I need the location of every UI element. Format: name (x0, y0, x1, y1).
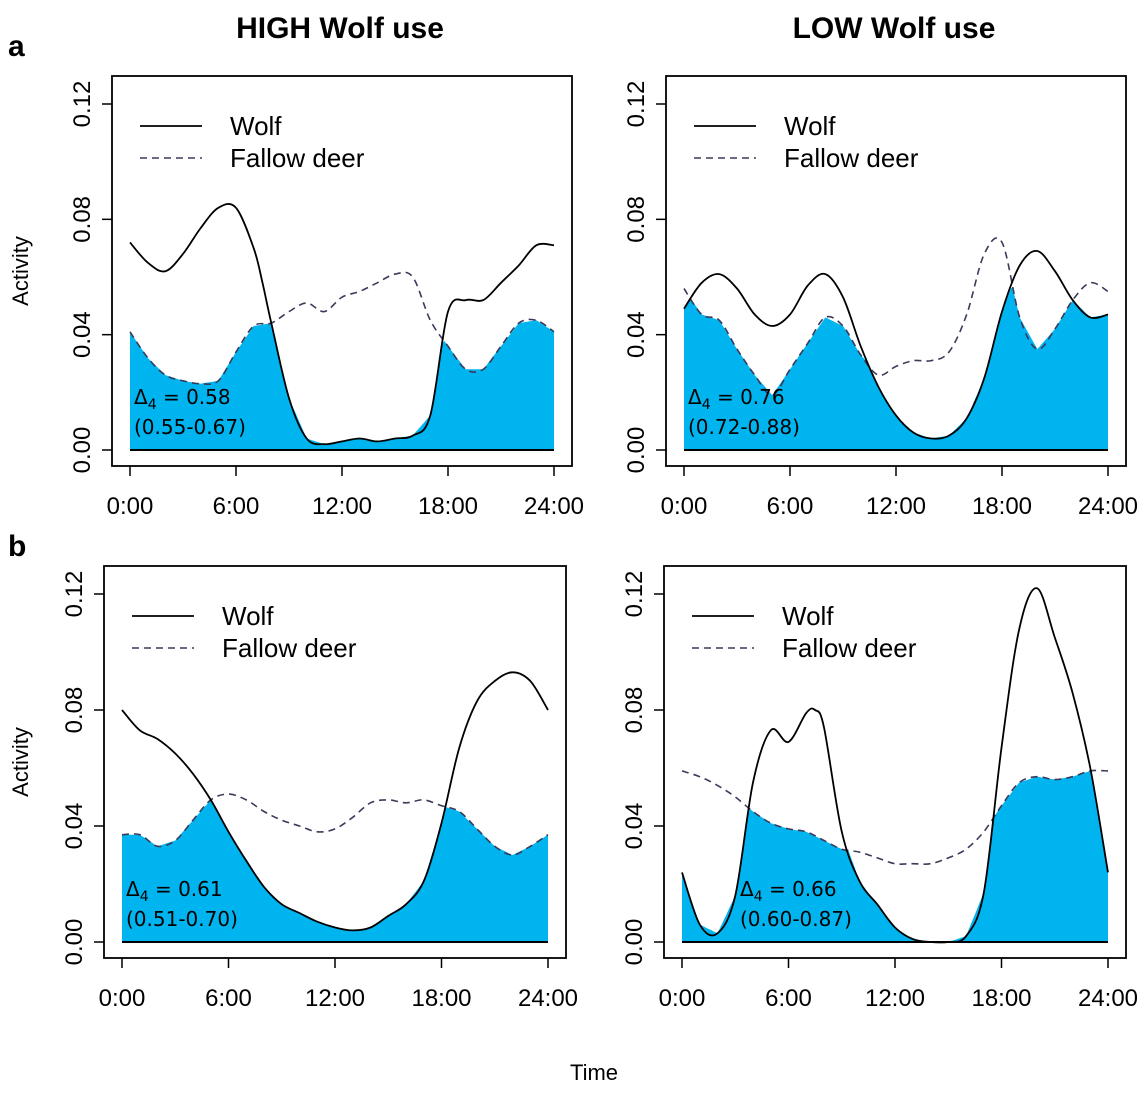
y-tick-label: 0.04 (69, 311, 96, 358)
overlap-confidence-interval: (0.55-0.67) (134, 415, 246, 439)
x-tick-label: 24:00 (524, 493, 584, 520)
overlap-area (684, 287, 1108, 450)
overlap-confidence-interval: (0.51-0.70) (126, 907, 238, 931)
x-tick-label: 12:00 (305, 985, 365, 1012)
legend-label-fallow-deer: Fallow deer (230, 143, 365, 173)
legend-label-fallow-deer: Fallow deer (782, 633, 917, 663)
y-tick-label: 0.00 (623, 427, 650, 474)
y-tick-label: 0.08 (69, 196, 96, 243)
overlap-area (682, 770, 1108, 942)
series-line-wolf (681, 587, 1109, 944)
x-tick-label: 24:00 (518, 985, 578, 1012)
x-tick-label: 12:00 (312, 493, 372, 520)
y-tick-label: 0.04 (621, 803, 648, 850)
series-line-wolf (129, 203, 555, 446)
overlap-confidence-interval: (0.60-0.87) (740, 907, 852, 931)
series-line-wolf (683, 250, 1109, 440)
x-tick-label: 18:00 (971, 985, 1031, 1012)
panel-b-low: 0:00 6:00 12:00 18:00 24:00 0.00 0.04 0.08 0.12 W… (621, 565, 1138, 1012)
y-axis-title: Activity (8, 236, 33, 306)
series-line-fallow-deer (681, 769, 1109, 865)
overlap-confidence-interval: (0.72-0.88) (688, 415, 800, 439)
x-tick-label: 0:00 (107, 493, 154, 520)
y-tick-label: 0.08 (623, 196, 650, 243)
series-line-fallow-deer (129, 271, 555, 386)
column-title-low: LOW Wolf use (793, 12, 996, 45)
y-tick-label: 0.12 (623, 81, 650, 128)
y-tick-label: 0.08 (61, 687, 88, 734)
y-axis-title: Activity (8, 727, 33, 797)
legend-label-wolf: Wolf (782, 601, 834, 631)
legend-label-wolf: Wolf (230, 111, 282, 141)
row-label-a: a (8, 30, 25, 63)
series-line-wolf (121, 671, 549, 932)
x-tick-label: 0:00 (659, 985, 706, 1012)
overlap-coefficient: Δ4 = 0.61 (126, 877, 223, 905)
row-label-b: b (8, 530, 26, 563)
overlap-coefficient: Δ4 = 0.66 (740, 877, 837, 905)
series-line-fallow-deer (683, 237, 1109, 396)
overlap-coefficient: Δ4 = 0.58 (134, 385, 231, 413)
y-tick-label: 0.12 (61, 571, 88, 618)
panel-a-low: 0:00 6:00 12:00 18:00 24:00 0.00 0.04 0.08 0.12 W… (623, 75, 1138, 520)
panel-a-high: 0:00 6:00 12:00 18:00 24:00 0.00 0.04 0.08 0.12 A… (8, 75, 584, 520)
y-tick-label: 0.12 (69, 81, 96, 128)
x-tick-label: 18:00 (972, 493, 1032, 520)
x-tick-label: 12:00 (865, 985, 925, 1012)
overlap-coefficient: Δ4 = 0.76 (688, 385, 785, 413)
y-tick-label: 0.04 (623, 311, 650, 358)
series-line-fallow-deer (121, 793, 549, 856)
x-tick-label: 24:00 (1078, 985, 1138, 1012)
x-tick-label: 0:00 (99, 985, 146, 1012)
x-axis-title: Time (570, 1060, 618, 1085)
y-tick-label: 0.00 (69, 427, 96, 474)
overlap-area (122, 799, 548, 942)
x-tick-label: 6:00 (213, 493, 260, 520)
panel-b-high: 0:00 6:00 12:00 18:00 24:00 0.00 0.04 0.08 0.12 A… (8, 565, 578, 1012)
y-tick-label: 0.04 (61, 803, 88, 850)
x-tick-label: 18:00 (411, 985, 471, 1012)
panels: 0:00 6:00 12:00 18:00 24:00 0.00 0.04 0.08 0.12 A… (8, 75, 1138, 1012)
x-tick-label: 18:00 (418, 493, 478, 520)
y-tick-label: 0.00 (61, 919, 88, 966)
y-tick-label: 0.00 (621, 919, 648, 966)
legend-label-wolf: Wolf (784, 111, 836, 141)
x-tick-label: 0:00 (661, 493, 708, 520)
x-tick-label: 6:00 (205, 985, 252, 1012)
y-tick-label: 0.08 (621, 687, 648, 734)
legend-label-fallow-deer: Fallow deer (222, 633, 357, 663)
legend-label-fallow-deer: Fallow deer (784, 143, 919, 173)
column-title-high: HIGH Wolf use (236, 12, 444, 45)
x-tick-label: 6:00 (767, 493, 814, 520)
legend-label-wolf: Wolf (222, 601, 274, 631)
x-tick-label: 24:00 (1078, 493, 1138, 520)
y-tick-label: 0.12 (621, 571, 648, 618)
x-tick-label: 6:00 (765, 985, 812, 1012)
x-tick-label: 12:00 (866, 493, 926, 520)
